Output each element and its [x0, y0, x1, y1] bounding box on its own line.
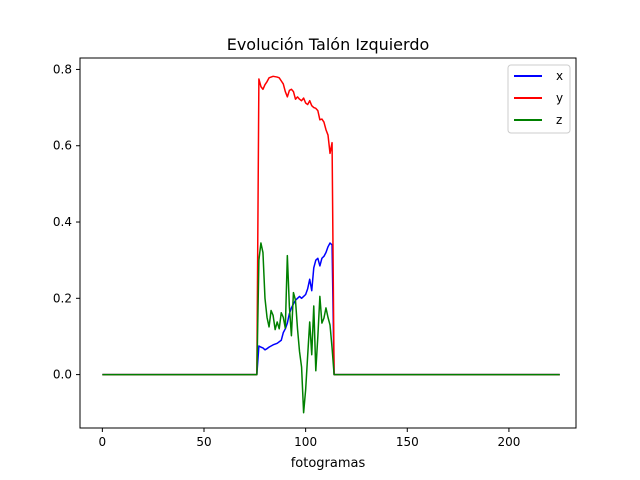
plot-area-frame	[79, 57, 577, 429]
x-tick-label: 50	[196, 435, 211, 449]
legend: xyz	[507, 64, 571, 134]
y-tick-label: 0.8	[53, 62, 72, 76]
series-y-line	[102, 75, 560, 376]
legend-label-z: z	[556, 113, 562, 127]
x-tick-label: 100	[294, 435, 317, 449]
y-axis: 0.0 0.2 0.4 0.6 0.8	[53, 62, 80, 382]
y-tick-label: 0.6	[53, 139, 72, 153]
x-tick-label: 0	[99, 435, 107, 449]
legend-label-y: y	[556, 91, 563, 105]
y-tick-label: 0.2	[53, 291, 72, 305]
y-tick-label: 0.0	[53, 368, 72, 382]
legend-label-x: x	[556, 69, 563, 83]
x-axis: 0 50 100 150 200	[99, 428, 520, 449]
series-z-line	[102, 242, 560, 414]
series-x-line	[102, 242, 560, 376]
series-layer	[102, 75, 560, 414]
x-axis-label: fotogramas	[291, 456, 366, 471]
x-tick-label: 200	[497, 435, 520, 449]
x-tick-label: 150	[396, 435, 419, 449]
chart-title: Evolución Talón Izquierdo	[227, 35, 430, 54]
y-tick-label: 0.4	[53, 215, 72, 229]
